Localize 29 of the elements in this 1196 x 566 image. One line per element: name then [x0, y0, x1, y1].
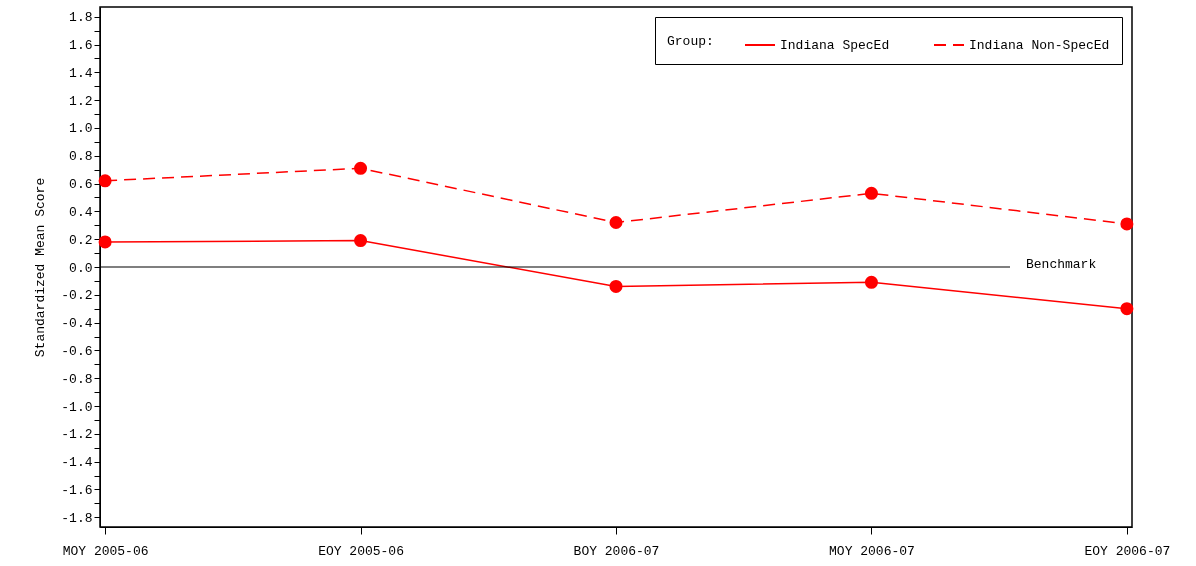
y-tick-label: 1.0	[69, 121, 93, 137]
y-tick-label: 0.8	[69, 149, 93, 165]
y-tick-label: -1.4	[61, 455, 93, 471]
x-tick-label: BOY 2006-07	[573, 543, 660, 559]
legend-label: Indiana SpecEd	[780, 38, 890, 53]
y-tick-label: -1.6	[61, 482, 93, 498]
y-tick-label: 1.8	[69, 10, 93, 26]
y-tick-label: 0.4	[69, 204, 93, 220]
y-tick-label: -1.0	[61, 399, 93, 415]
y-tick-label: -0.6	[61, 343, 93, 359]
ref-line-label: Benchmark	[1026, 257, 1097, 272]
y-tick-label: -0.8	[61, 371, 93, 387]
y-tick-label: 1.4	[69, 65, 93, 81]
y-tick-label: 0.2	[69, 232, 93, 248]
y-tick-label: -1.2	[61, 427, 93, 443]
legend-label: Indiana Non-SpecEd	[969, 38, 1110, 53]
y-tick-label: -0.2	[61, 288, 93, 304]
y-tick-label: -1.8	[61, 510, 93, 526]
y-tick-label: 0.6	[69, 177, 93, 193]
y-tick-label: 0.0	[69, 260, 93, 276]
legend-title: Group:	[667, 34, 714, 49]
x-tick-label: EOY 2006-07	[1084, 543, 1171, 559]
y-tick-label: 1.6	[69, 38, 93, 54]
x-tick-label: MOY 2006-07	[829, 543, 915, 559]
y-tick-label: 1.2	[69, 93, 93, 109]
x-tick-label: MOY 2005-06	[62, 543, 149, 559]
x-tick-label: EOY 2005-06	[318, 543, 404, 559]
y-axis-title: Standardized Mean Score	[33, 177, 49, 358]
y-tick-label: -0.4	[61, 316, 93, 332]
